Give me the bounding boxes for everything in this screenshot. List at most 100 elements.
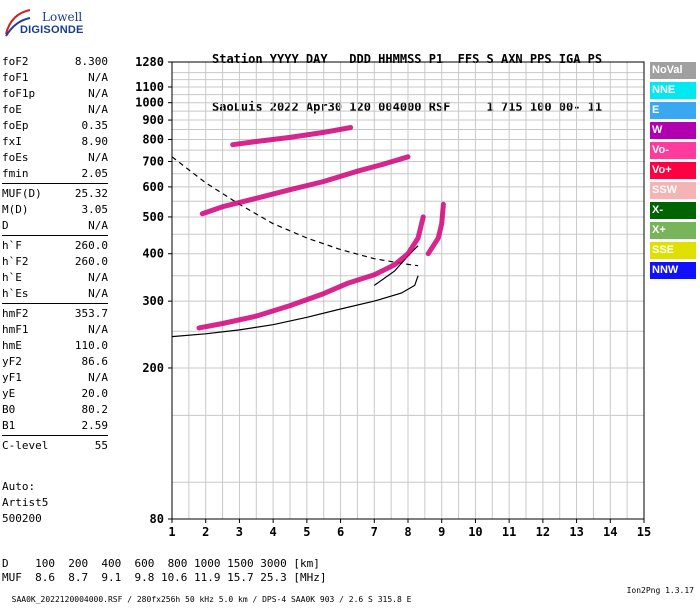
param-row: foE N/A: [2, 102, 108, 118]
x-tick-label: 5: [303, 525, 310, 539]
param-value: 0.35: [81, 119, 109, 132]
param-label: hmE: [2, 339, 22, 352]
x-tick-label: 10: [468, 525, 482, 539]
digisonde-logo: Lowell DIGISONDE: [4, 6, 114, 40]
param-row: B0 80.2: [2, 402, 108, 418]
x-tick-label: 12: [536, 525, 550, 539]
param-label: M(D): [2, 203, 29, 216]
param-label: fmin: [2, 167, 29, 180]
param-label: foF2: [2, 55, 29, 68]
x-tick-label: 7: [371, 525, 378, 539]
legend-entry-vominus: Vo-: [650, 142, 696, 159]
param-row: foF2 8.300: [2, 54, 108, 70]
header-line-2: SaoLuis 2022 Apr30 120 004000 RSF 1 715 …: [212, 100, 603, 114]
chart-grid: [171, 62, 645, 519]
x-tick-label: 2: [202, 525, 209, 539]
param-value: N/A: [88, 287, 108, 300]
param-value: 110.0: [74, 339, 108, 352]
param-row: hmF1 N/A: [2, 322, 108, 338]
param-row: foF1p N/A: [2, 86, 108, 102]
polarization-legend: NoVal NNE E W Vo- Vo+ SSW X- X+ SSE NNW: [650, 62, 696, 282]
trace-x-trace: [425, 201, 446, 257]
param-label: D: [2, 219, 9, 232]
param-row: yF1 N/A: [2, 370, 108, 386]
y-tick-label: 700: [142, 154, 164, 168]
legend-entry-sse: SSE: [650, 242, 696, 259]
line-profile: [171, 275, 419, 338]
param-row: D N/A: [2, 218, 108, 234]
y-tick-label: 500: [142, 210, 164, 224]
x-tick-label: 11: [502, 525, 516, 539]
param-label: foF1: [2, 71, 29, 84]
software-version: Ion2Png 1.3.17: [626, 586, 694, 595]
param-label: yF2: [2, 355, 22, 368]
x-tick-label: 13: [569, 525, 583, 539]
param-label: h`Es: [2, 287, 29, 300]
y-tick-label: 1280: [135, 55, 164, 69]
param-row: h`E N/A: [2, 270, 108, 286]
param-row: B1 2.59: [2, 418, 108, 434]
param-label: MUF(D): [2, 187, 42, 200]
param-value: N/A: [88, 271, 108, 284]
legend-entry-ssw: SSW: [650, 182, 696, 199]
param-label: yE: [2, 387, 16, 400]
param-value: 2.59: [81, 419, 109, 432]
param-label: B0: [2, 403, 16, 416]
param-label: h`F: [2, 239, 22, 252]
param-value: 8.300: [74, 55, 108, 68]
chart-height-lines: [171, 156, 419, 338]
param-row: foF1 N/A: [2, 70, 108, 86]
logo-text-lowell: Lowell: [42, 10, 83, 24]
logo-text-digisonde: DIGISONDE: [20, 24, 84, 36]
auto-line-1: Auto:: [2, 480, 36, 493]
param-value: N/A: [88, 103, 108, 116]
y-tick-label: 1100: [135, 80, 164, 94]
param-row: C-level 55: [2, 438, 108, 454]
legend-entry-w: W: [650, 122, 696, 139]
y-tick-label: 80: [150, 512, 164, 526]
param-value: N/A: [88, 71, 108, 84]
x-axis-tick-labels: 1 2 3 4 5 6 7 8 9 10 11 12 13 14 15: [168, 519, 651, 539]
param-label: yF1: [2, 371, 22, 384]
param-row: fmin 2.05: [2, 166, 108, 182]
param-value: 25.32: [74, 187, 108, 200]
muf-value-row: MUF 8.6 8.7 9.1 9.8 10.6 11.9 15.7 25.3 …: [2, 571, 327, 584]
param-value: 2.05: [81, 167, 109, 180]
legend-entry-nnw: NNW: [650, 262, 696, 279]
param-value: N/A: [88, 323, 108, 336]
param-separator: [2, 183, 108, 184]
param-value: 260.0: [74, 255, 108, 268]
param-label: fxI: [2, 135, 22, 148]
legend-entry-noval: NoVal: [650, 62, 696, 79]
legend-entry-e: E: [650, 102, 696, 119]
y-axis-tick-labels: 80 200 300 400 500 600 700 800 900 1000 1100 1280: [135, 55, 172, 526]
x-tick-label: 9: [438, 525, 445, 539]
x-tick-label: 8: [404, 525, 411, 539]
muf-distance-table: D 100 200 400 600 800 1000 1500 3000 [km…: [2, 557, 327, 585]
param-label: h`E: [2, 271, 22, 284]
param-value: 3.05: [81, 203, 109, 216]
y-tick-label: 200: [142, 361, 164, 375]
param-value: 80.2: [81, 403, 109, 416]
param-label: B1: [2, 419, 16, 432]
param-value: 86.6: [81, 355, 109, 368]
trace-o-trace: [196, 214, 426, 331]
x-tick-label: 3: [236, 525, 243, 539]
param-row: yF2 86.6: [2, 354, 108, 370]
ionogram-chart: 1 2 3 4 5 6 7 8 9 10 11 12 13 14 15 802003004005006007…: [135, 55, 651, 539]
legend-entry-nne: NNE: [650, 82, 696, 99]
param-row: hmF2 353.7: [2, 306, 108, 322]
param-row: h`Es N/A: [2, 286, 108, 302]
param-row: MUF(D) 25.32: [2, 186, 108, 202]
param-label: hmF2: [2, 307, 29, 320]
param-label: foF1p: [2, 87, 36, 100]
param-row: h`F2 260.0: [2, 254, 108, 270]
param-value: N/A: [88, 151, 108, 164]
param-row: hmE 110.0: [2, 338, 108, 354]
param-label: hmF1: [2, 323, 29, 336]
trace-third-hop: [230, 125, 354, 148]
param-row: yE 20.0: [2, 386, 108, 402]
x-tick-label: 15: [637, 525, 651, 539]
legend-entry-xminus: X-: [650, 202, 696, 219]
y-tick-label: 800: [142, 132, 164, 146]
